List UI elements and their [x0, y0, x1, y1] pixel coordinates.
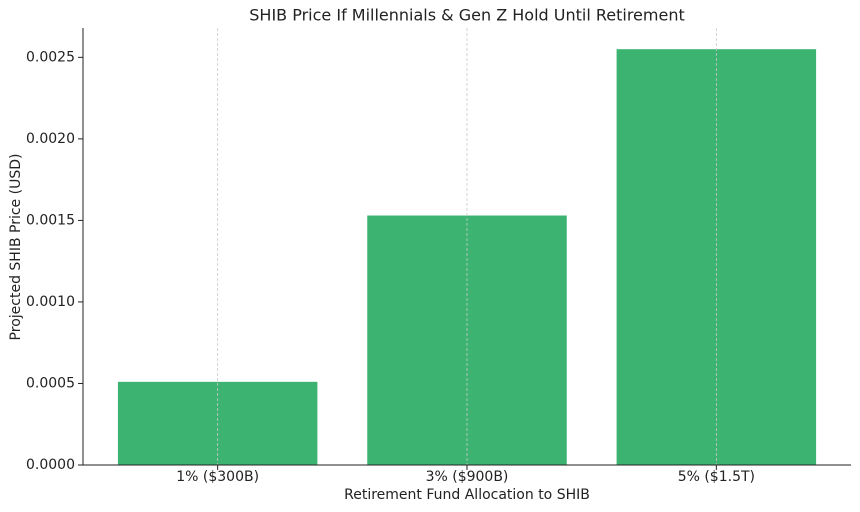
- x-axis-label: Retirement Fund Allocation to SHIB: [344, 487, 590, 503]
- y-tick-label: 0.0025: [26, 49, 75, 65]
- y-tick-label: 0.0010: [26, 294, 75, 310]
- x-tick-label: 1% ($300B): [176, 469, 259, 485]
- bar: [616, 49, 817, 466]
- y-tick-label: 0.0005: [26, 375, 75, 391]
- y-tick-label: 0.0000: [26, 457, 75, 473]
- y-tick-label: 0.0015: [26, 212, 75, 228]
- x-tick-label: 3% ($900B): [426, 469, 509, 485]
- y-axis-label: Projected SHIB Price (USD): [8, 154, 24, 341]
- chart-title: SHIB Price If Millennials & Gen Z Hold U…: [249, 6, 684, 25]
- y-tick-label: 0.0020: [26, 131, 75, 147]
- x-tick-label: 5% ($1.5T): [678, 469, 755, 485]
